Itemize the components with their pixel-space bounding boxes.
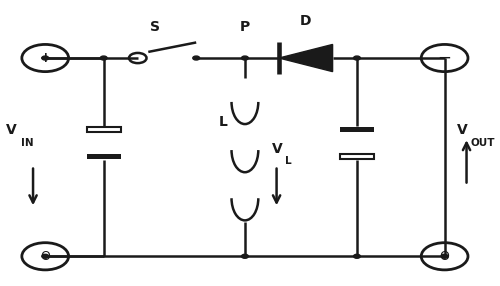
Circle shape (242, 56, 248, 60)
Text: D: D (300, 14, 312, 28)
Text: V: V (272, 142, 282, 156)
Circle shape (441, 254, 448, 258)
Circle shape (354, 56, 360, 60)
Text: L: L (218, 115, 228, 129)
Bar (340, 154, 374, 159)
Circle shape (354, 254, 360, 258)
Text: IN: IN (21, 138, 34, 148)
Polygon shape (279, 44, 332, 72)
Text: L: L (286, 156, 292, 166)
Text: V: V (6, 123, 17, 137)
Circle shape (242, 254, 248, 258)
Bar (340, 127, 374, 132)
Text: O: O (40, 250, 50, 263)
Text: −: − (438, 49, 452, 67)
Circle shape (42, 56, 48, 60)
Text: O: O (440, 250, 450, 263)
Text: P: P (240, 20, 250, 34)
Circle shape (100, 56, 107, 60)
Text: S: S (150, 20, 160, 34)
Circle shape (193, 56, 200, 60)
Circle shape (42, 254, 48, 258)
Text: V: V (457, 123, 468, 137)
Text: +: + (40, 51, 51, 65)
Bar (86, 154, 120, 159)
Text: OUT: OUT (470, 138, 495, 148)
Bar (86, 127, 120, 132)
